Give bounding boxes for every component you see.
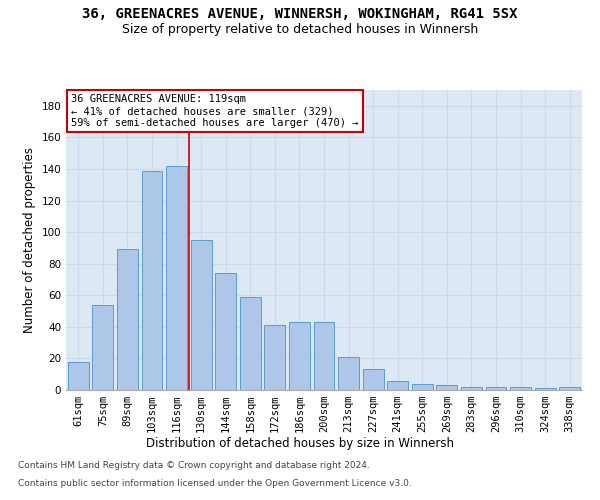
Text: Size of property relative to detached houses in Winnersh: Size of property relative to detached ho… xyxy=(122,22,478,36)
Text: Contains HM Land Registry data © Crown copyright and database right 2024.: Contains HM Land Registry data © Crown c… xyxy=(18,461,370,470)
Bar xyxy=(314,322,334,390)
Bar xyxy=(559,387,580,390)
Text: Contains public sector information licensed under the Open Government Licence v3: Contains public sector information licen… xyxy=(18,478,412,488)
Bar xyxy=(215,273,236,390)
Bar xyxy=(436,386,457,390)
Bar xyxy=(289,322,310,390)
Bar xyxy=(68,362,89,390)
Bar xyxy=(485,387,506,390)
Bar xyxy=(412,384,433,390)
Bar xyxy=(191,240,212,390)
Bar xyxy=(92,304,113,390)
Text: 36 GREENACRES AVENUE: 119sqm
← 41% of detached houses are smaller (329)
59% of s: 36 GREENACRES AVENUE: 119sqm ← 41% of de… xyxy=(71,94,359,128)
Text: 36, GREENACRES AVENUE, WINNERSH, WOKINGHAM, RG41 5SX: 36, GREENACRES AVENUE, WINNERSH, WOKINGH… xyxy=(82,8,518,22)
Bar xyxy=(461,387,482,390)
Bar xyxy=(387,380,408,390)
Bar xyxy=(142,170,163,390)
Text: Distribution of detached houses by size in Winnersh: Distribution of detached houses by size … xyxy=(146,438,454,450)
Bar xyxy=(535,388,556,390)
Bar xyxy=(510,387,531,390)
Y-axis label: Number of detached properties: Number of detached properties xyxy=(23,147,36,333)
Bar xyxy=(362,370,383,390)
Bar xyxy=(338,357,359,390)
Bar xyxy=(240,297,261,390)
Bar xyxy=(166,166,187,390)
Bar xyxy=(117,250,138,390)
Bar xyxy=(265,326,286,390)
